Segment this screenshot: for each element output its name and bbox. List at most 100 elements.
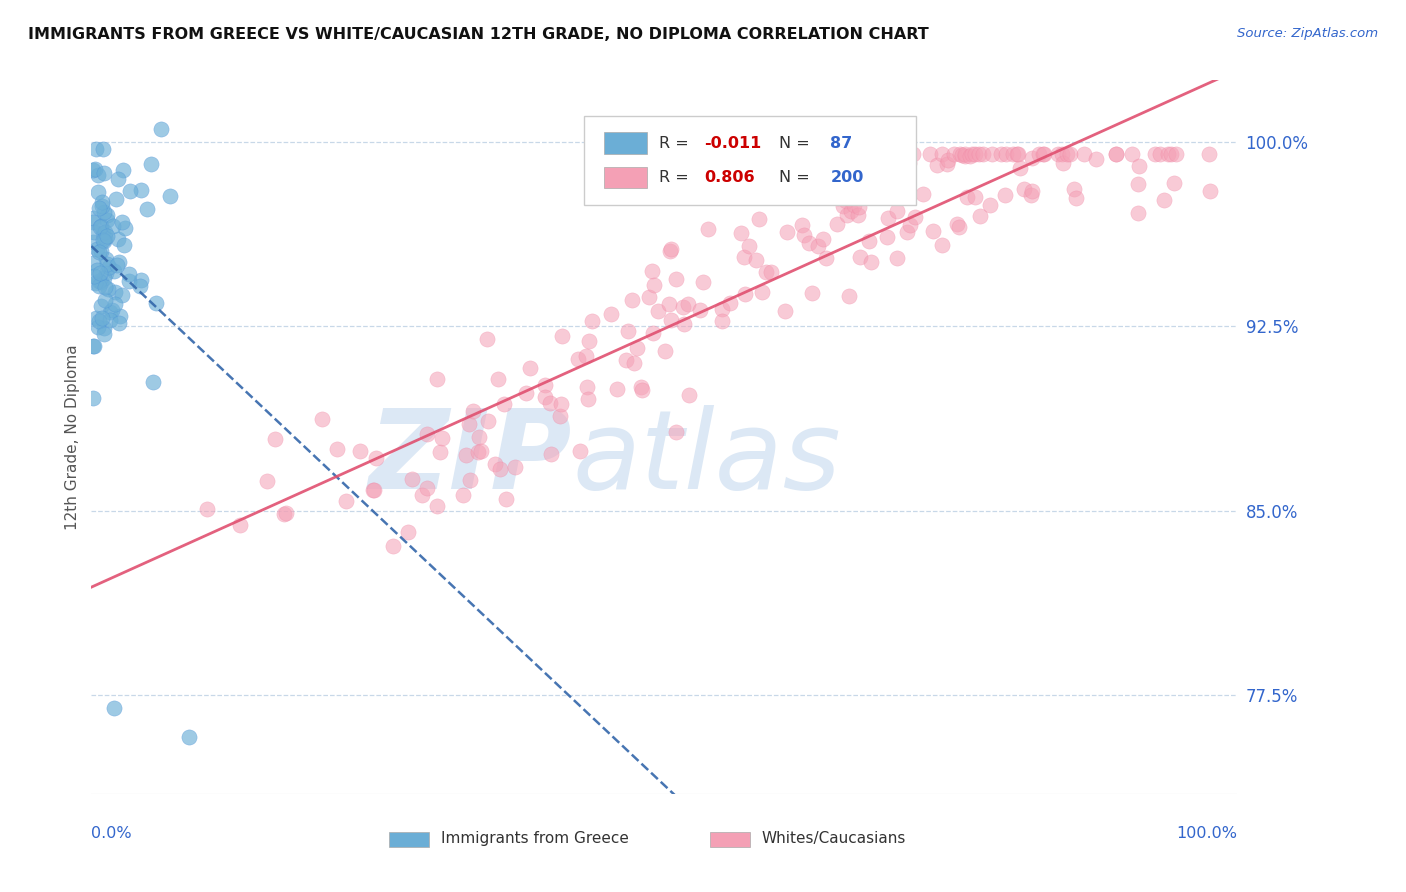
Point [486, 372, 509, 386]
Text: ZIP: ZIP [370, 405, 572, 512]
Point [953, 147, 976, 161]
Point [534, 391, 557, 405]
FancyBboxPatch shape [603, 167, 647, 188]
Point [623, 356, 645, 370]
Point [112, 238, 135, 252]
Point [82, 211, 104, 226]
Point [311, 412, 333, 426]
Point [676, 296, 699, 310]
Point [967, 147, 990, 161]
Text: Immigrants from Greece: Immigrants from Greece [441, 831, 628, 847]
Text: R =: R = [658, 136, 693, 151]
Point [1166, 147, 1188, 161]
Point [969, 210, 991, 224]
Point [103, 700, 125, 714]
Point [568, 444, 591, 458]
Point [98, 305, 121, 319]
Point [256, 474, 278, 488]
Point [658, 296, 681, 310]
Point [1056, 147, 1078, 161]
Point [990, 147, 1012, 161]
Point [678, 388, 700, 402]
Point [734, 287, 756, 301]
Point [114, 221, 136, 235]
Point [884, 178, 907, 193]
Point [432, 431, 454, 445]
Point [111, 215, 134, 229]
Point [942, 147, 965, 161]
Point [949, 147, 972, 161]
Point [86, 242, 108, 256]
Point [1052, 156, 1074, 170]
Point [835, 194, 858, 208]
Point [484, 457, 506, 471]
Point [108, 310, 131, 324]
Point [96, 229, 118, 244]
Text: -0.011: -0.011 [704, 136, 762, 151]
Point [921, 224, 943, 238]
Point [96, 257, 118, 271]
Point [936, 153, 959, 167]
Point [797, 235, 820, 250]
Point [692, 275, 714, 289]
Point [775, 225, 797, 239]
Point [672, 317, 695, 331]
Point [994, 188, 1017, 202]
Point [630, 383, 652, 397]
Point [177, 731, 200, 745]
Point [538, 396, 561, 410]
Point [229, 518, 252, 533]
Point [665, 272, 688, 286]
Point [946, 217, 969, 231]
Text: atlas: atlas [572, 405, 841, 512]
Point [842, 198, 865, 212]
Point [689, 303, 711, 318]
Point [897, 156, 920, 170]
Point [94, 252, 117, 266]
Point [84, 161, 107, 176]
Point [89, 201, 111, 215]
Point [711, 314, 734, 328]
Point [718, 296, 741, 310]
Point [426, 371, 449, 385]
Point [94, 230, 117, 244]
Point [89, 219, 111, 234]
Point [637, 290, 659, 304]
Point [82, 392, 104, 406]
Point [91, 195, 114, 210]
Point [489, 462, 512, 476]
Point [953, 149, 976, 163]
Point [860, 255, 883, 269]
Point [1160, 147, 1182, 161]
Point [548, 409, 571, 424]
Point [626, 341, 648, 355]
Point [91, 142, 114, 156]
Point [149, 122, 172, 136]
Point [931, 147, 953, 161]
Text: 87: 87 [831, 136, 853, 151]
Point [865, 165, 887, 179]
Text: Whites/Caucasians: Whites/Caucasians [762, 831, 905, 847]
Point [876, 230, 898, 244]
Point [84, 276, 107, 290]
Point [195, 502, 218, 516]
Point [273, 507, 295, 521]
Point [519, 360, 541, 375]
Text: N =: N = [779, 136, 810, 151]
FancyBboxPatch shape [603, 132, 647, 153]
Text: 0.0%: 0.0% [91, 826, 132, 841]
Point [981, 147, 1004, 161]
Point [93, 293, 115, 307]
Point [672, 300, 695, 314]
Point [748, 212, 770, 227]
Point [94, 266, 117, 280]
Point [335, 494, 357, 508]
Point [467, 444, 489, 458]
Point [1021, 184, 1043, 198]
Point [661, 242, 683, 256]
Point [89, 266, 111, 280]
Point [550, 397, 572, 411]
Point [495, 491, 517, 506]
Point [83, 339, 105, 353]
Point [1047, 147, 1070, 161]
